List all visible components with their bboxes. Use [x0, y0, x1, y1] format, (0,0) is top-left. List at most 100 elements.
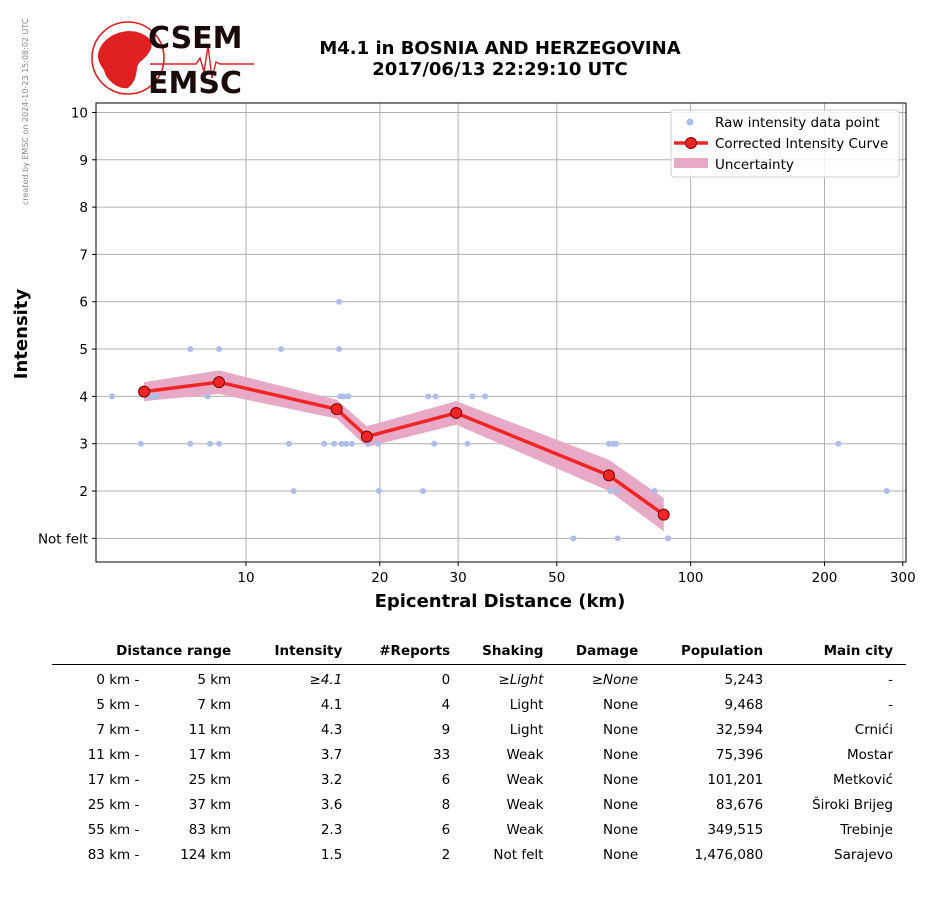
cell-damage: None [603, 821, 639, 838]
cell-dmin: 17 km - [87, 771, 140, 788]
raw-data-point [290, 488, 297, 495]
raw-data-point [343, 440, 350, 447]
cell-population: 349,515 [707, 821, 764, 838]
legend-raw-label: Raw intensity data point [715, 115, 880, 131]
cell-reports: 2 [441, 846, 451, 863]
raw-data-point [464, 440, 471, 447]
cell-reports: 9 [441, 721, 451, 738]
cell-dmax: 5 km [197, 671, 232, 688]
raw-data-point [883, 488, 890, 495]
cell-reports: 8 [441, 796, 451, 813]
x-axis-label: Epicentral Distance (km) [375, 591, 626, 612]
cell-reports: 33 [433, 746, 451, 763]
raw-data-point [482, 393, 489, 400]
cell-shaking: Weak [506, 746, 544, 763]
cell-population: 5,243 [724, 671, 764, 688]
raw-data-point [345, 393, 352, 400]
cell-population: 75,396 [715, 746, 764, 763]
cell-damage: None [603, 771, 639, 788]
title-line-2: 2017/06/13 22:29:10 UTC [372, 59, 628, 80]
raw-data-point [374, 440, 381, 447]
raw-data-point [614, 488, 621, 495]
cell-damage: ≥None [591, 671, 639, 688]
table-row: 7 km - 11 km 4.3 9 Light None 32,594 Crnići [52, 717, 906, 742]
logo-seismogram [150, 45, 254, 79]
cell-dmax: 7 km [197, 696, 232, 713]
logo-bottom-text: EMSC [148, 66, 242, 98]
cell-shaking: Weak [506, 771, 544, 788]
cell-city: Crnići [854, 721, 893, 738]
y-axis-label: Intensity [11, 289, 32, 380]
raw-data-point [321, 440, 328, 447]
x-tick-label: 20 [371, 570, 388, 586]
cell-reports: 6 [441, 821, 451, 838]
y-tick-label: 10 [71, 105, 88, 121]
cell-city: Sarajevo [834, 846, 893, 863]
cell-dmax: 11 km [188, 721, 232, 738]
legend-box [670, 109, 900, 178]
raw-data-point [338, 440, 345, 447]
cell-dmin: 55 km - [87, 821, 140, 838]
header-city: Main city [763, 640, 906, 665]
raw-data-point [419, 488, 426, 495]
y-ticks: Not felt 2 3 4 5 6 7 8 9 10 [38, 105, 96, 547]
raw-points [109, 298, 890, 542]
cell-reports: 6 [441, 771, 451, 788]
intensity-chart: 10 20 30 50 100 200 300 Not felt 2 3 4 5 6 7 8 9 10 Epi… [11, 102, 916, 612]
raw-data-point [187, 346, 194, 353]
cell-city: Mostar [846, 746, 893, 763]
raw-data-point [187, 440, 194, 447]
curve-line [143, 380, 665, 517]
cell-population: 9,468 [724, 696, 764, 713]
cell-dmax: 37 km [188, 796, 232, 813]
y-tick-label: 2 [79, 484, 88, 500]
chart-title: M4.1 in BOSNIA AND HERZEGOVINA 2017/06/1… [290, 38, 710, 80]
raw-data-point [340, 393, 347, 400]
legend-curve-marker [685, 137, 697, 149]
y-tick-label: 7 [79, 247, 88, 263]
cell-city: - [888, 671, 893, 688]
raw-data-point [469, 393, 476, 400]
header-distance: Distance range [52, 640, 240, 665]
cell-dmax: 17 km [188, 746, 232, 763]
y-tick-label: 4 [79, 389, 88, 405]
cell-shaking: ≥Light [498, 671, 544, 688]
cell-intensity: 2.3 [320, 821, 343, 838]
uncertainty-band [144, 370, 664, 532]
cell-population: 32,594 [715, 721, 764, 738]
raw-data-point [613, 440, 620, 447]
raw-data-point [331, 440, 338, 447]
curve-point [360, 430, 373, 443]
y-tick-label: 3 [79, 437, 88, 453]
x-tick-label: 50 [548, 570, 565, 586]
raw-data-point [425, 393, 432, 400]
header-population: Population [638, 640, 764, 665]
plot-frame [95, 102, 907, 563]
raw-data-point [607, 488, 614, 495]
cell-population: 83,676 [715, 796, 764, 813]
raw-data-point [206, 440, 213, 447]
intensity-table: Distance range Intensity #Reports Shakin… [52, 640, 906, 867]
corrected-curve [138, 376, 670, 521]
raw-data-point [286, 440, 293, 447]
curve-point [602, 469, 615, 482]
cell-intensity: 3.2 [320, 771, 343, 788]
cell-shaking: Light [509, 721, 544, 738]
cell-shaking: Light [509, 696, 544, 713]
cell-damage: None [603, 721, 639, 738]
emsc-logo: CSEM EMSC [91, 21, 254, 98]
raw-data-point [665, 535, 672, 542]
cell-damage: None [603, 746, 639, 763]
header-shaking: Shaking [450, 640, 544, 665]
cell-shaking: Not felt [493, 846, 544, 863]
cell-intensity: 4.1 [320, 696, 343, 713]
cell-intensity: 3.7 [320, 746, 343, 763]
x-tick-label: 200 [812, 570, 838, 586]
raw-data-point [431, 440, 438, 447]
y-tick-label: 9 [79, 153, 88, 169]
raw-data-point [614, 535, 621, 542]
cell-dmax: 83 km [188, 821, 232, 838]
legend-curve-label: Corrected Intensity Curve [715, 136, 888, 152]
cell-reports: 4 [441, 696, 451, 713]
raw-data-point [336, 298, 343, 305]
